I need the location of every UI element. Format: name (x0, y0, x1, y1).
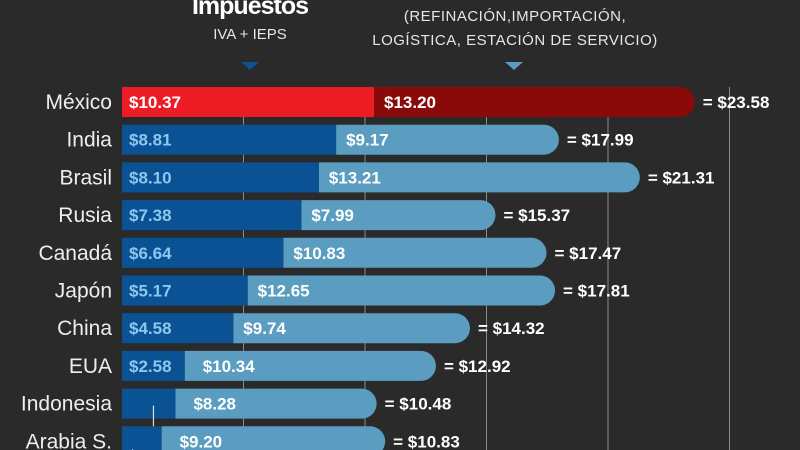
tax-value-label: $8.10 (129, 168, 172, 187)
total-label: = $23.58 (703, 93, 770, 112)
tax-value-label: $7.38 (129, 206, 172, 225)
total-label: = $14.32 (478, 319, 545, 338)
price-value-label: $10.83 (293, 244, 345, 263)
price-value-label: $9.74 (243, 319, 286, 338)
total-label: = $21.31 (648, 168, 715, 187)
tax-bar (122, 200, 302, 231)
price-value-label: $13.21 (329, 168, 381, 187)
country-label: Brasil (59, 166, 112, 189)
tax-value-label: $10.37 (129, 93, 181, 112)
price-subtitle-line1: (REFINACIÓN,IMPORTACIÓN, (403, 8, 627, 25)
price-value-label: $9.17 (346, 131, 389, 150)
tax-bar (122, 426, 162, 450)
price-value-label: $7.99 (311, 206, 354, 225)
bar-row: Japón $5.17 $12.65 = $17.81 (55, 275, 630, 306)
price-value-label: $9.20 (180, 432, 223, 450)
price-bar (283, 237, 547, 268)
bar-row: Brasil $8.10 $13.21 = $21.31 (59, 162, 715, 193)
country-label: India (66, 129, 112, 152)
country-label: México (45, 91, 112, 114)
tax-value-label: $5.17 (129, 282, 172, 301)
tax-bar (122, 237, 284, 268)
bar-row: EUA $2.58 $10.34 = $12.92 (69, 350, 511, 381)
bar-row: Rusia $7.38 $7.99 = $15.37 (58, 200, 570, 231)
price-bar (184, 350, 436, 381)
price-bar (373, 87, 695, 117)
total-label: = $17.81 (563, 282, 630, 301)
tax-bar (122, 87, 374, 117)
tax-marker-icon (241, 62, 259, 70)
tax-subtitle: IVA + IEPS (213, 26, 287, 43)
tax-value-label: $2.58 (129, 357, 172, 376)
bar-row: China $4.58 $9.74 = $14.32 (57, 313, 545, 344)
total-label: = $17.99 (567, 131, 634, 150)
total-label: = $10.48 (385, 395, 452, 414)
tax-bar (122, 162, 319, 193)
country-label: Japón (55, 280, 112, 303)
bar-row: India $8.81 $9.17 = $17.99 (66, 124, 634, 155)
tax-bar (122, 313, 234, 344)
country-label: Indonesia (21, 393, 112, 416)
bar-row: Indonesia $8.28 = $10.48 (21, 388, 452, 450)
price-bar (247, 275, 556, 306)
tax-value-label: $6.64 (129, 244, 172, 263)
price-marker-icon (505, 62, 523, 70)
total-label: = $15.37 (503, 206, 570, 225)
price-value-label: $8.28 (193, 395, 236, 414)
country-label: Rusia (58, 204, 112, 227)
country-label: China (57, 317, 112, 340)
price-value-label: $10.34 (203, 357, 256, 376)
tax-bar (122, 350, 185, 381)
tax-value-label: $8.81 (129, 131, 172, 150)
total-label: = $10.83 (393, 432, 460, 450)
tax-title: Impuestos (191, 0, 309, 20)
price-bar (161, 426, 386, 450)
bar-row: Canadá $6.64 $10.83 = $17.47 (38, 237, 622, 268)
country-label: Arabia S. (26, 430, 112, 450)
price-subtitle: (REFINACIÓN,IMPORTACIÓN, LOGÍSTICA, ESTA… (355, 5, 675, 53)
tax-bar (122, 275, 248, 306)
country-label: EUA (69, 355, 112, 378)
price-bar (336, 124, 559, 155)
price-value-label: $13.20 (384, 93, 436, 112)
price-bar (301, 200, 496, 231)
bar-row: México $10.37 $13.20 = $23.58 (45, 87, 769, 117)
total-label: = $12.92 (444, 357, 511, 376)
bar-row: Arabia S. $9.20 = $10.83 (26, 426, 460, 450)
total-label: = $17.47 (555, 244, 622, 263)
price-subtitle-line2: LOGÍSTICA, ESTACIÓN DE SERVICIO) (372, 32, 658, 49)
price-bar (318, 162, 640, 193)
price-bar (233, 313, 470, 344)
price-value-label: $12.65 (258, 282, 310, 301)
tax-bar (122, 388, 176, 419)
tax-value-label: $4.58 (129, 319, 172, 338)
country-label: Canadá (38, 242, 112, 265)
tax-bar (122, 124, 337, 155)
price-bar (175, 388, 377, 419)
